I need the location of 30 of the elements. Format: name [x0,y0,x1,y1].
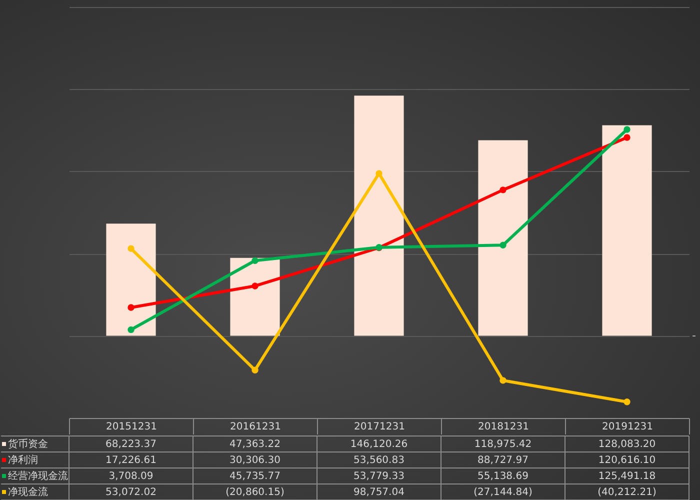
data-label: 30,306.30 [230,455,280,466]
data-label: 53,560.83 [354,455,404,466]
x-tick-label: 20171231 [354,422,405,432]
x-tick-label: 20151231 [106,422,157,432]
data-label: 128,083.20 [598,439,656,450]
x-tick-label: 20161231 [230,422,281,432]
data-label: 125,491.18 [598,471,656,482]
data-label: (20,860.15) [226,487,284,498]
text: - [692,328,696,342]
data-label: (40,212.21) [598,487,656,498]
data-label: 53,779.33 [354,471,404,482]
x-tick-label: 20181231 [478,422,529,432]
data-label: 68,223.37 [106,439,156,450]
legend-label: 经营净现金流 [8,470,68,482]
x-tick-label: 20191231 [602,422,653,432]
data-label: 17,226.61 [106,455,156,466]
data-label: (27,144.84) [474,487,532,498]
data-label: 45,735.77 [230,471,280,482]
legend-label: 净现金流 [8,486,48,498]
data-label: 53,072.02 [106,487,156,498]
data-label: 55,138.69 [478,471,528,482]
data-label: 88,727.97 [478,455,528,466]
data-label: 146,120.26 [350,439,408,450]
data-label: 118,975.42 [474,439,532,450]
data-label: 47,363.22 [230,439,280,450]
data-label: 120,616.10 [598,455,656,466]
legend-label: 货币资金 [8,438,48,450]
data-label: 3,708.09 [108,471,154,482]
legend-label: 净利润 [8,454,38,466]
data-label: 98,757.04 [354,487,404,498]
